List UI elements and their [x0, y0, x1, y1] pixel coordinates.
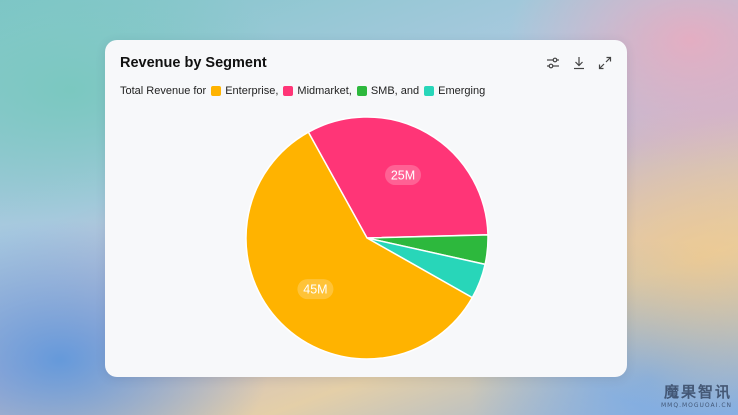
pie-chart-container: 25M 45M: [244, 115, 490, 361]
chart-settings-button[interactable]: [545, 55, 561, 71]
legend-swatch: [356, 86, 367, 96]
download-button[interactable]: [571, 55, 587, 71]
data-label-enterprise: 45M: [303, 283, 327, 297]
legend-item-emerging: Emerging: [419, 85, 485, 97]
legend-swatch: [283, 86, 294, 96]
legend-item-smb: SMB, and: [352, 85, 419, 97]
legend-swatch: [424, 86, 435, 96]
chart-title: Revenue by Segment: [120, 55, 267, 71]
watermark-sub: MMQ.MOGUOAI.CN: [661, 402, 732, 409]
pie-slice-enterprise[interactable]: [245, 131, 474, 360]
pie-chart: 25M 45M: [245, 116, 489, 360]
expand-icon: [598, 56, 612, 70]
watermark-logo: 魔果智讯 MMQ.MOGUOAI.CN: [661, 381, 732, 409]
legend-item-midmarket: Midmarket,: [278, 85, 352, 97]
data-label-background: [385, 164, 422, 185]
legend-label: Midmarket: [297, 85, 349, 97]
expand-button[interactable]: [597, 55, 613, 71]
legend-item-enterprise: Enterprise,: [206, 85, 278, 97]
data-label-midmarket: 25M: [391, 168, 415, 182]
legend-prefix: Total Revenue for: [120, 85, 207, 97]
pie-slice-midmarket[interactable]: [307, 116, 489, 239]
chart-card: Revenue by Segment: [105, 40, 627, 377]
legend-label: Enterprise: [225, 85, 276, 97]
watermark-main: 魔果智讯: [663, 383, 732, 401]
chart-legend: Total Revenue for Enterprise, Midmarket,…: [120, 85, 485, 97]
legend-swatch: [211, 86, 222, 96]
sliders-icon: [547, 57, 559, 69]
download-icon: [574, 57, 584, 70]
legend-label: Emerging: [438, 85, 486, 97]
data-label-background: [297, 279, 334, 300]
chart-toolbar: [545, 55, 613, 71]
legend-label: SMB, and: [370, 85, 420, 97]
